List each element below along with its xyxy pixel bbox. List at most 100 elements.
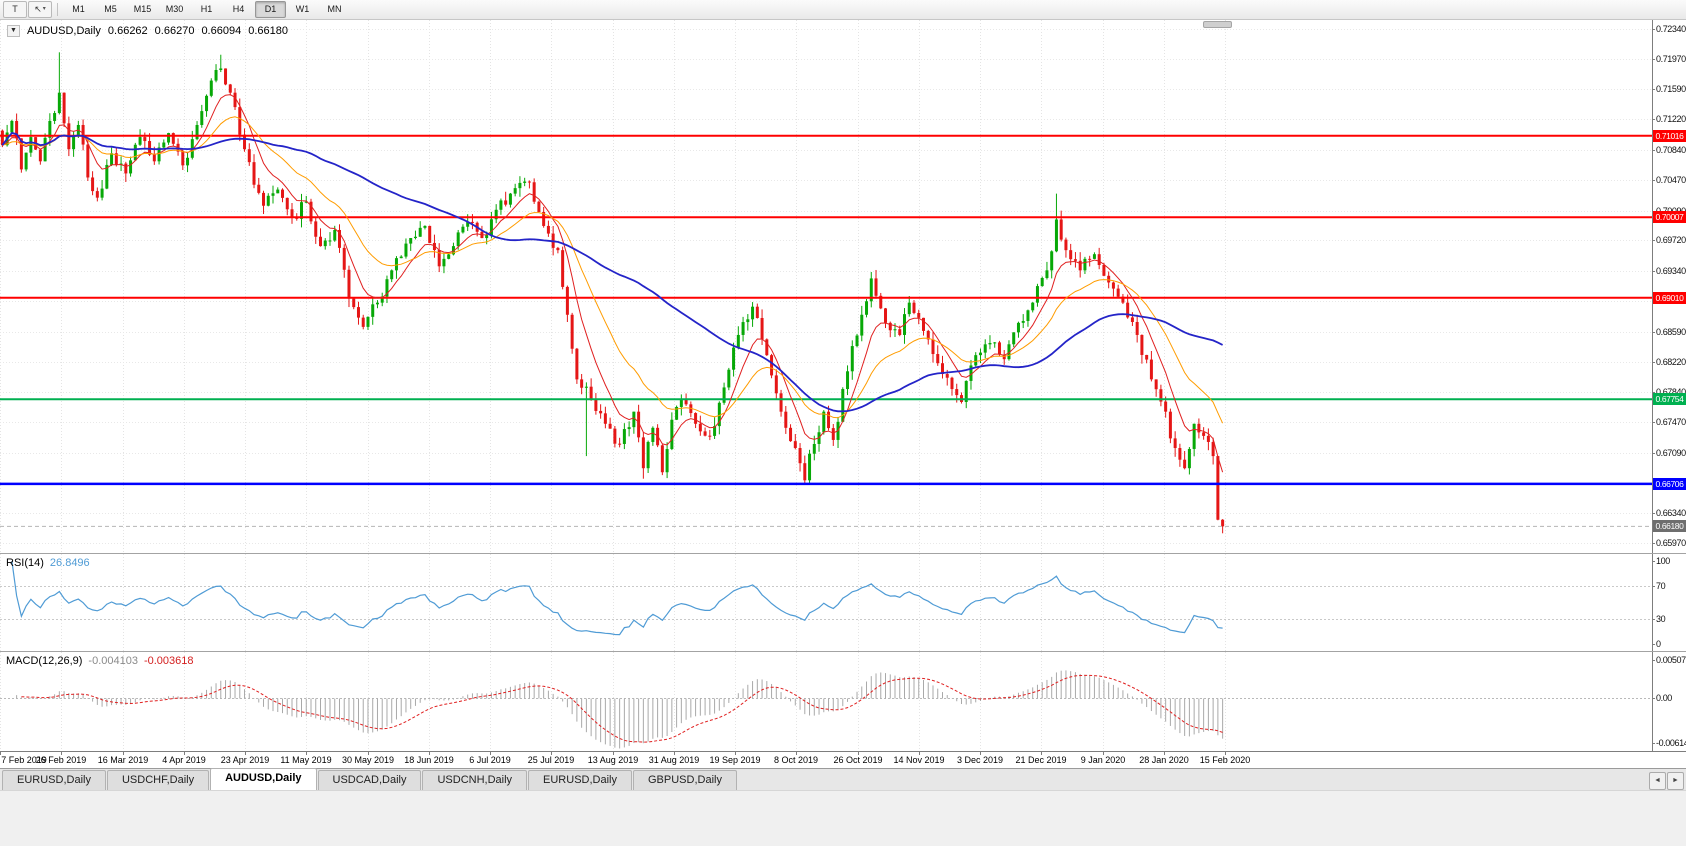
macd-label: MACD(12,26,9) -0.004103 -0.003618 [6,655,194,667]
date-label: 7 Feb 2019 [1,755,47,765]
ma-fast-line [2,94,1224,473]
chart-title: ▼ AUDUSD,Daily 0.66262 0.66270 0.66094 0… [7,25,288,37]
timeframe-button-m1[interactable]: M1 [72,4,85,14]
ma-medium-line [2,116,1224,424]
rsi-axis-label: 70 [1651,580,1666,591]
date-label: 6 Jul 2019 [469,755,511,765]
timeframe-button-w1[interactable]: W1 [295,4,310,14]
chart-tool-button-icon[interactable]: T [3,1,27,18]
date-label: 8 Oct 2019 [773,755,819,765]
candlestick-series [0,52,1225,534]
price-chart-plot[interactable]: ▼ AUDUSD,Daily 0.66262 0.66270 0.66094 0… [0,20,1652,553]
level-price-badge: 0.69010 [1653,291,1686,304]
level-price-badge: 0.66706 [1653,477,1686,490]
date-tick [796,752,797,755]
window-bottom-area [0,790,1686,846]
date-tick [1041,752,1042,755]
date-label: 21 Dec 2019 [1015,755,1067,765]
tab-scrollbar: ◄ ► [1649,772,1684,790]
macd-main-value: -0.004103 [88,655,138,667]
timeframe-button-h1[interactable]: H1 [200,4,213,14]
price-axis[interactable]: 0.72340 0.71970 0.71590 0.71220 0.70840 0.704… [1652,20,1686,553]
price-pane: ▼ AUDUSD,Daily 0.66262 0.66270 0.66094 0… [0,20,1686,553]
chart-tab-gbpusd-6[interactable]: GBPUSD,Daily [633,770,737,790]
rsi-plot[interactable]: RSI(14) 26.8496 [0,554,1652,651]
date-tick [919,752,920,755]
ma-slow-line [1,131,1223,413]
date-tick [551,752,552,755]
date-label: 3 Dec 2019 [956,755,1004,765]
level-price-badge: 0.67754 [1653,393,1686,406]
price-axis-label: 0.71970 [1652,53,1686,64]
price-axis-label: 0.69340 [1652,266,1686,277]
tab-scroll-right-button[interactable]: ► [1667,772,1684,790]
date-label: 23 Apr 2019 [220,755,270,765]
chart-tab-usdcnh-4[interactable]: USDCNH,Daily [422,770,528,790]
chart-tab-audusd-2[interactable]: AUDUSD,Daily [210,768,317,790]
price-axis-label: 0.70470 [1652,174,1686,185]
price-axis-label: 0.67470 [1652,417,1686,428]
date-tick [184,752,185,755]
date-label: 28 Jan 2020 [1139,755,1189,765]
date-label: 13 Aug 2019 [587,755,639,765]
date-label: 26 Oct 2019 [833,755,883,765]
date-label: 14 Nov 2019 [893,755,945,765]
timeframe-button-m30[interactable]: M30 [165,4,184,14]
timeframe-button-h4[interactable]: H4 [232,4,245,14]
one-click-trading-toggle-icon[interactable]: ▼ [7,25,20,37]
date-label: 16 Mar 2019 [97,755,149,765]
chart-tab-eurusd-5[interactable]: EURUSD,Daily [528,770,632,790]
rsi-axis[interactable]: 100 70 30 0 [1651,554,1686,651]
price-axis-label: 0.68220 [1652,356,1686,367]
date-label: 31 Aug 2019 [648,755,700,765]
bar-close-value: 0.66180 [248,25,288,37]
date-label: 26 Feb 2019 [35,755,87,765]
last-price-badge: 0.66180 [1653,520,1686,533]
price-axis-label: 0.66340 [1652,508,1686,519]
rsi-value: 26.8496 [49,557,90,569]
toolbar-separator [57,3,58,16]
level-price-badge: 0.70007 [1653,211,1686,224]
price-axis-label: 0.71220 [1652,114,1686,125]
rsi-line [11,560,1223,636]
macd-signal-value: -0.003618 [143,655,194,667]
macd-axis[interactable]: 0.005076 0.00 -0.006148 [1651,652,1686,751]
macd-axis-label: -0.006148 [1652,738,1686,748]
chart-scrollbar-thumb[interactable] [1203,21,1232,28]
moving-average-lines [1,94,1224,473]
date-tick [123,752,124,755]
date-tick [613,752,614,755]
date-label: 11 May 2019 [280,755,332,765]
date-tick [0,752,1,755]
chart-tab-usdchf-1[interactable]: USDCHF,Daily [106,770,210,790]
date-axis[interactable]: 7 Feb 2019 26 Feb 2019 16 Mar 2019 4 Apr 20… [0,751,1686,768]
chart-tab-eurusd-0[interactable]: EURUSD,Daily [2,770,106,790]
tab-scroll-left-button[interactable]: ◄ [1649,772,1666,790]
chart-tab-usdcad-3[interactable]: USDCAD,Daily [317,770,422,790]
chart-symbol-label: AUDUSD,Daily [26,25,101,37]
price-axis-label: 0.71590 [1652,84,1686,95]
timeframe-button-m5[interactable]: M5 [104,4,117,14]
date-axis-labels: 7 Feb 2019 26 Feb 2019 16 Mar 2019 4 Apr 20… [0,752,1652,768]
macd-pane: MACD(12,26,9) -0.004103 -0.003618 0.0050… [0,651,1686,751]
macd-axis-label: 0.00 [1652,692,1672,703]
date-tick [61,752,62,755]
macd-plot[interactable]: MACD(12,26,9) -0.004103 -0.003618 [0,652,1652,751]
timeframe-button-m15[interactable]: M15 [133,4,152,14]
macd-axis-label: 0.005076 [1651,655,1686,665]
rsi-axis-label: 30 [1651,614,1666,625]
macd-signal-line [21,674,1223,743]
timeframe-button-d1[interactable]: D1 [255,1,286,18]
horizontal-level-lines [0,134,1652,486]
timeframe-button-mn[interactable]: MN [327,4,342,14]
rsi-pane: RSI(14) 26.8496 100 70 30 0 [0,553,1686,651]
date-tick [1164,752,1165,755]
axis-corner [1652,752,1686,768]
date-label: 30 May 2019 [341,755,395,765]
cursor-tool-button-icon[interactable]: ↖ ▾ [28,1,52,18]
date-tick [1103,752,1104,755]
bar-high-value: 0.66270 [154,25,195,37]
date-tick [306,752,307,755]
date-tick [490,752,491,755]
